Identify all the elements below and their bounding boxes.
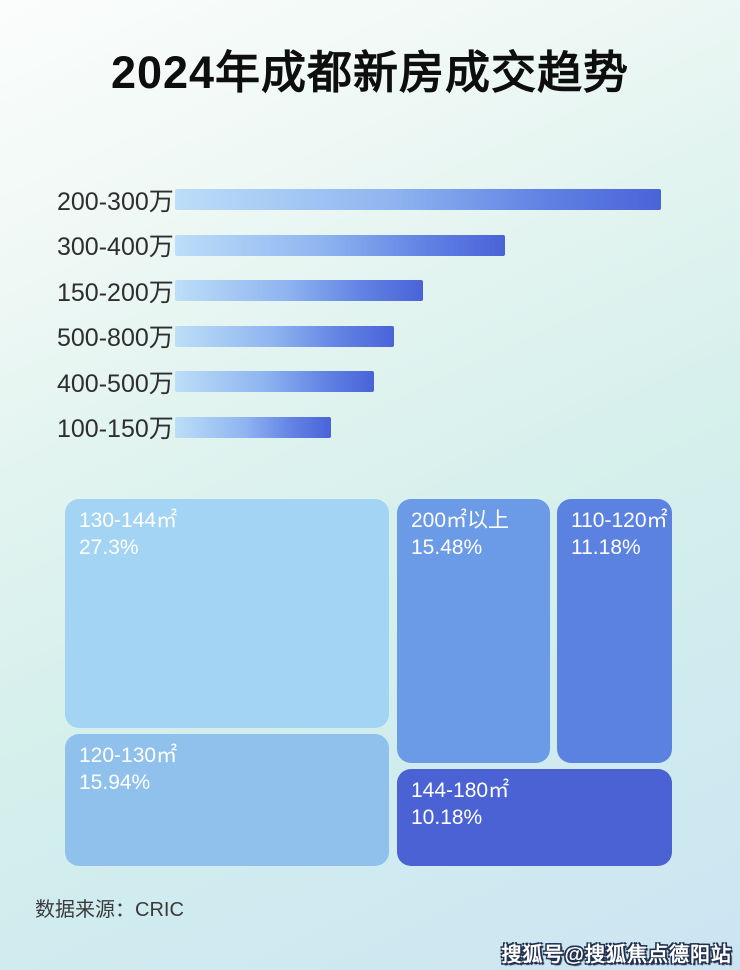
bar-category-label: 150-200万 bbox=[57, 278, 174, 307]
treemap-block-label: 144-180㎡ bbox=[411, 779, 510, 802]
treemap-block-120-130: 120-130㎡ 15.94% bbox=[65, 734, 389, 866]
bar-category-label: 400-500万 bbox=[57, 369, 174, 398]
treemap-block-percent: 11.18% bbox=[571, 536, 641, 560]
treemap-block-label: 110-120㎡ bbox=[571, 509, 668, 532]
bar-category-label: 500-800万 bbox=[57, 324, 174, 353]
area-size-treemap: 130-144㎡ 27.3% 120-130㎡ 15.94% 200㎡以上 15… bbox=[65, 499, 672, 866]
bar-category-label: 300-400万 bbox=[57, 233, 174, 262]
treemap-block-144-180: 144-180㎡ 10.18% bbox=[397, 769, 672, 866]
treemap-block-130-144: 130-144㎡ 27.3% bbox=[65, 499, 389, 728]
bar-row: 500-800万 bbox=[57, 314, 687, 360]
treemap-block-label: 120-130㎡ bbox=[79, 744, 178, 767]
bar-row: 300-400万 bbox=[57, 223, 687, 269]
bar bbox=[175, 371, 375, 393]
data-source-label: 数据来源：CRIC bbox=[35, 899, 184, 921]
treemap-block-percent: 15.94% bbox=[79, 771, 151, 795]
treemap-block-percent: 27.3% bbox=[79, 536, 139, 560]
treemap-block-percent: 15.48% bbox=[411, 536, 483, 560]
bar bbox=[175, 234, 506, 256]
price-range-bar-chart: 200-300万 300-400万 150-200万 500-800万 400-500万… bbox=[57, 177, 687, 450]
treemap-block-200-plus: 200㎡以上 15.48% bbox=[397, 499, 550, 763]
bar-row: 200-300万 bbox=[57, 177, 687, 223]
bar bbox=[175, 325, 394, 347]
bar-category-label: 100-150万 bbox=[57, 415, 174, 444]
bar-row: 100-150万 bbox=[57, 405, 687, 451]
bar-category-label: 200-300万 bbox=[57, 187, 174, 216]
treemap-block-label: 130-144㎡ bbox=[79, 509, 178, 532]
bar bbox=[175, 189, 661, 211]
treemap-block-label: 200㎡以上 bbox=[411, 509, 510, 532]
bar bbox=[175, 416, 331, 438]
bar bbox=[175, 280, 423, 302]
watermark-label: 搜狐号@搜狐焦点德阳站 bbox=[501, 944, 732, 966]
bar-row: 400-500万 bbox=[57, 359, 687, 405]
bar-row: 150-200万 bbox=[57, 268, 687, 314]
treemap-block-110-120: 110-120㎡ 11.18% bbox=[557, 499, 672, 763]
page-title: 2024年成都新房成交趋势 bbox=[110, 47, 630, 98]
treemap-block-percent: 10.18% bbox=[411, 806, 483, 830]
